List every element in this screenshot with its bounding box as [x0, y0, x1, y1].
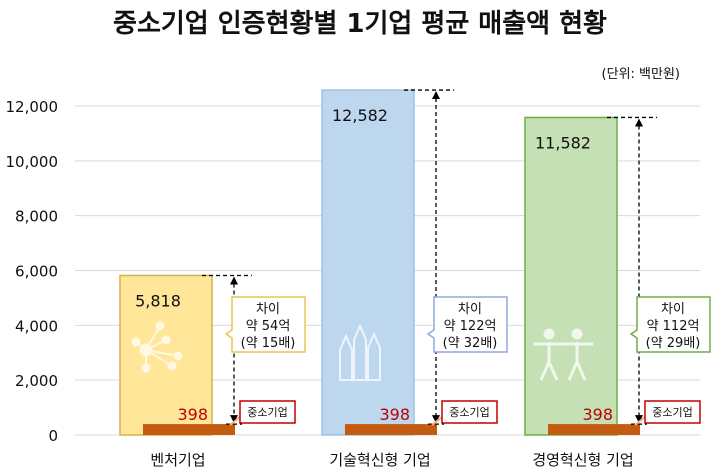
- chart-title: 중소기업 인증현황별 1기업 평균 매출액 현황: [113, 9, 607, 39]
- baseline-pointer: [229, 416, 241, 426]
- callout-line: 차이: [256, 302, 280, 317]
- arrow-head-down: [230, 415, 238, 424]
- bar: [321, 89, 415, 436]
- callout-line: 차이: [661, 302, 685, 317]
- callout-line: (약 15배): [241, 336, 296, 351]
- baseline-value-label: 398: [379, 405, 410, 424]
- baseline-label: 중소기업: [247, 406, 287, 419]
- baseline-bar: [143, 424, 235, 435]
- pencil: [367, 331, 381, 381]
- arrow-head-up: [635, 118, 643, 127]
- person-body: [533, 342, 565, 381]
- bar: [524, 116, 618, 436]
- baseline-label: 중소기업: [449, 406, 489, 419]
- bar-value-label: 12,582: [332, 106, 388, 125]
- callout-box: [629, 296, 711, 353]
- y-tick-label: 6,000: [15, 263, 58, 281]
- baseline-value-label: 398: [582, 405, 613, 424]
- y-tick-label: 4,000: [15, 317, 58, 335]
- x-category-label: 경영혁신형 기업: [532, 451, 633, 469]
- molecule-atom: [155, 321, 165, 331]
- bar-group-0: 5,818 398 차이약 54억 (약 15배) 중소기업: [119, 274, 306, 436]
- pencil: [339, 333, 353, 381]
- arrow-head-up: [230, 276, 238, 285]
- x-category-label: 기술혁신형 기업: [329, 451, 430, 469]
- baseline-pointer: [634, 416, 646, 426]
- molecule-atom: [161, 335, 171, 345]
- people-icon: [533, 328, 593, 381]
- baseline-value-label: 398: [177, 405, 208, 424]
- callout-line: 차이: [458, 302, 482, 317]
- callout-line: 약 112억: [647, 319, 700, 334]
- bar-group-1: 12,582 398 차이약 122억 (약 32배) 중소기업: [321, 89, 508, 436]
- bar-value-label: 5,818: [135, 291, 181, 310]
- unit-label: (단위: 백만원): [602, 67, 680, 82]
- person-head: [543, 328, 555, 340]
- molecule-atom: [131, 337, 141, 347]
- pencils-icon: [339, 323, 381, 381]
- y-tick-label: 8,000: [15, 208, 58, 226]
- y-tick-label: 10,000: [6, 153, 59, 171]
- molecule-bond: [145, 325, 161, 351]
- person-body: [561, 342, 593, 381]
- callout-line: 약 122억: [444, 319, 497, 334]
- baseline-label-box: [644, 400, 701, 424]
- arrow-head-down: [635, 415, 643, 424]
- bar-value-label: 11,582: [535, 133, 591, 152]
- callout-box: [426, 296, 508, 353]
- callout-line: 약 54억: [246, 319, 291, 334]
- molecule-bond: [145, 349, 179, 357]
- callout-line: (약 32배): [443, 336, 498, 351]
- baseline-label-box: [239, 400, 296, 424]
- y-tick-label: 2,000: [15, 372, 58, 390]
- molecule-atom: [141, 363, 151, 373]
- baseline-bar: [345, 424, 437, 435]
- x-category-label: 벤처기업: [150, 451, 205, 469]
- pencil: [353, 323, 367, 381]
- arrow-head-down: [432, 415, 440, 424]
- baseline-label-box: [441, 400, 498, 424]
- bar-group-2: 11,582 398 차이약 112억 (약 29배) 중소기업: [524, 116, 711, 436]
- baseline-pointer: [431, 416, 443, 426]
- baseline-label: 중소기업: [652, 406, 692, 419]
- molecule-atom: [173, 351, 183, 361]
- molecule-icon: [131, 321, 183, 373]
- arrow-head-up: [432, 91, 440, 100]
- callout-line: (약 29배): [646, 336, 701, 351]
- baseline-bar: [548, 424, 640, 435]
- molecule-atom: [167, 361, 177, 371]
- y-tick-label: 0: [48, 427, 58, 445]
- person-head: [571, 328, 583, 340]
- y-tick-label: 12,000: [6, 98, 59, 116]
- callout-box: [224, 296, 306, 353]
- molecule-bond: [145, 349, 173, 367]
